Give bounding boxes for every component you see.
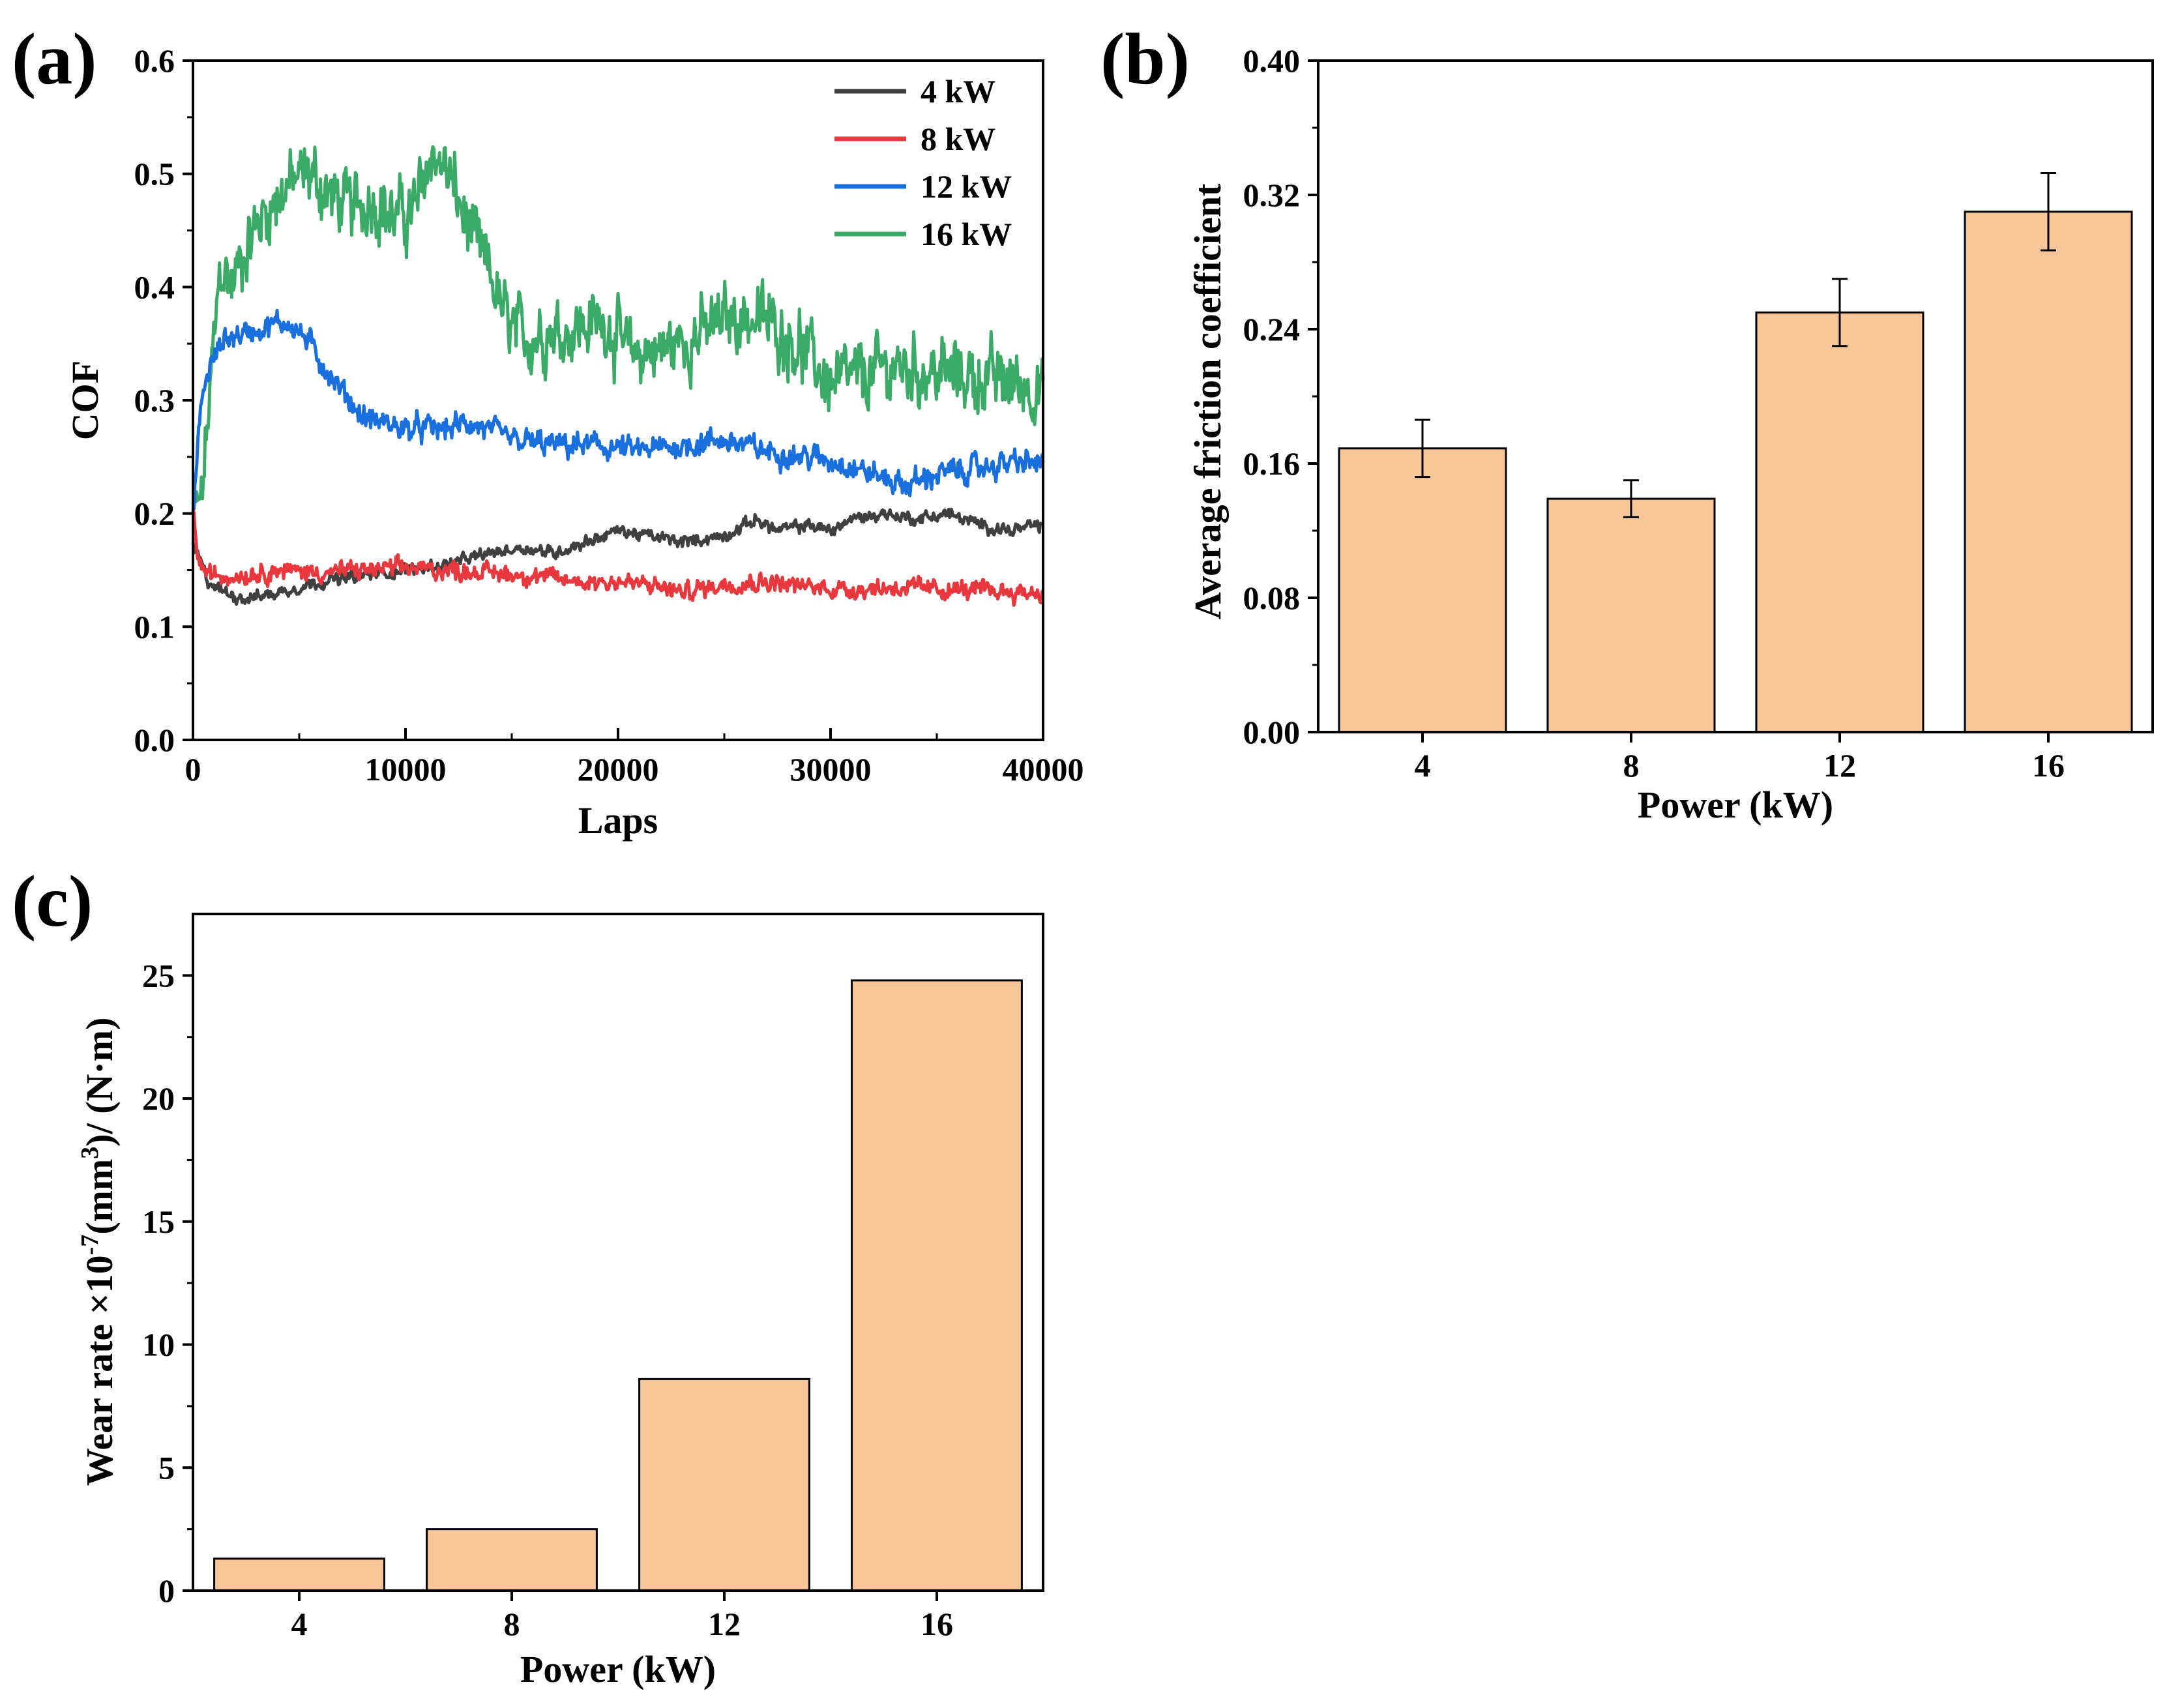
panel-b-y-axis-title: Average friction coefficient: [1187, 183, 1229, 619]
x-tick-label: 20000: [578, 751, 659, 788]
y-tick-label: 0.40: [1243, 42, 1301, 79]
panel-c-y-title-exponent: -7: [76, 1235, 104, 1256]
y-tick-label: 10: [142, 1327, 175, 1363]
panel-a-frame: [192, 59, 1044, 741]
series-line-12-kw: [191, 308, 1045, 511]
x-tick-label: 40000: [1003, 751, 1084, 788]
y-tick-label: 0.5: [134, 156, 175, 192]
panel-b-x-axis-title: Power (kW): [1638, 784, 1833, 826]
series-line-8-kw: [191, 509, 1045, 607]
panel-a-axes: 0 10000 20000 30000 40000 0.0 0.1 0.2 0.3 0.4 0.5 0…: [134, 42, 1084, 788]
series-line-16-kw: [191, 145, 1045, 514]
y-tick-label: 25: [142, 957, 175, 994]
x-tick-label: 10000: [365, 751, 447, 788]
x-tick-label: 16: [921, 1606, 953, 1642]
panel-c-x-axis-title: Power (kW): [520, 1648, 716, 1690]
y-tick-label: 0: [158, 1572, 175, 1609]
panel-c-wear-rate-bar-chart: (c) 4 8 12 16 0 5 10 15 20 25 Power (kW) Wear rat…: [12, 861, 1044, 1690]
x-tick-label: 30000: [790, 751, 872, 788]
y-tick-label: 0.6: [134, 42, 175, 79]
y-tick-label: 0.4: [134, 269, 175, 305]
legend-label: 12 kW: [921, 168, 1012, 205]
panel-c-y-title-part-1: Wear rate ×10: [78, 1255, 121, 1486]
x-tick-label: 4: [1415, 747, 1431, 784]
panel-c-y-title-part-2: (mm: [78, 1159, 121, 1235]
bar-4-kw: [1338, 447, 1507, 733]
panel-b-bars-group: [1338, 172, 2133, 733]
panel-a-x-axis-title: Laps: [578, 799, 658, 842]
panel-b-friction-bar-chart: (b) 4 8 12 16 0.00 0.08 0.16 0.24 0.32 0.40 Power…: [1100, 19, 2154, 826]
panel-c-axes: 4 8 12 16 0 5 10 15 20 25: [142, 957, 953, 1642]
x-tick-label: 12: [1823, 747, 1856, 784]
y-tick-label: 5: [158, 1449, 175, 1486]
series-line-4-kw: [191, 507, 1045, 606]
y-tick-label: 0.3: [134, 382, 175, 419]
y-tick-label: 0.16: [1243, 445, 1301, 482]
bar-8-kw: [426, 1528, 598, 1592]
bar-16-kw: [1964, 211, 2133, 733]
bar-12-kw: [638, 1377, 810, 1592]
panel-c-frame: [192, 913, 1044, 1592]
bar-12-kw: [1755, 311, 1924, 733]
y-tick-label: 0.1: [134, 608, 175, 645]
panel-c-label: (c): [12, 861, 93, 942]
bar-8-kw: [1546, 497, 1716, 733]
legend-label: 16 kW: [921, 216, 1012, 252]
panel-c-y-title-part-3: )/ (N·m): [78, 1018, 121, 1147]
x-tick-label: 0: [185, 751, 201, 788]
panel-a-series-group: [191, 145, 1045, 607]
panel-a-cof-line-chart: (a) 0 10000 20000 30000 40000 0.0 0.1 0.2 0.3 0.4…: [12, 19, 1084, 842]
x-tick-label: 16: [2032, 747, 2065, 784]
legend-label: 4 kW: [921, 73, 995, 110]
panel-a-y-axis-title: COF: [64, 361, 106, 440]
panel-c-y-title-superscript: 3: [76, 1147, 104, 1159]
panel-a-label: (a): [12, 19, 97, 100]
y-tick-label: 0.08: [1243, 580, 1301, 616]
panel-b-label: (b): [1100, 19, 1190, 100]
y-tick-label: 0.32: [1243, 177, 1301, 213]
bar-4-kw: [213, 1557, 385, 1592]
x-tick-label: 12: [708, 1606, 741, 1642]
y-tick-label: 0.2: [134, 495, 175, 532]
x-tick-label: 8: [504, 1606, 520, 1642]
y-tick-label: 20: [142, 1080, 175, 1117]
panel-c-y-axis-title: Wear rate ×10-7(mm3)/ (N·m): [76, 1018, 121, 1486]
panel-b-axes: 4 8 12 16 0.00 0.08 0.16 0.24 0.32 0.40: [1243, 42, 2065, 784]
y-tick-label: 15: [142, 1203, 175, 1240]
panel-a-legend: 4 kW 8 kW 12 kW 16 kW: [834, 73, 1012, 252]
y-tick-label: 0.0: [134, 722, 175, 758]
y-tick-label: 0.24: [1243, 311, 1301, 347]
bar-16-kw: [851, 979, 1023, 1592]
y-tick-label: 0.00: [1243, 714, 1301, 750]
panel-c-bars-group: [213, 979, 1023, 1592]
x-tick-label: 8: [1623, 747, 1640, 784]
x-tick-label: 4: [291, 1606, 308, 1642]
legend-label: 8 kW: [921, 121, 995, 157]
